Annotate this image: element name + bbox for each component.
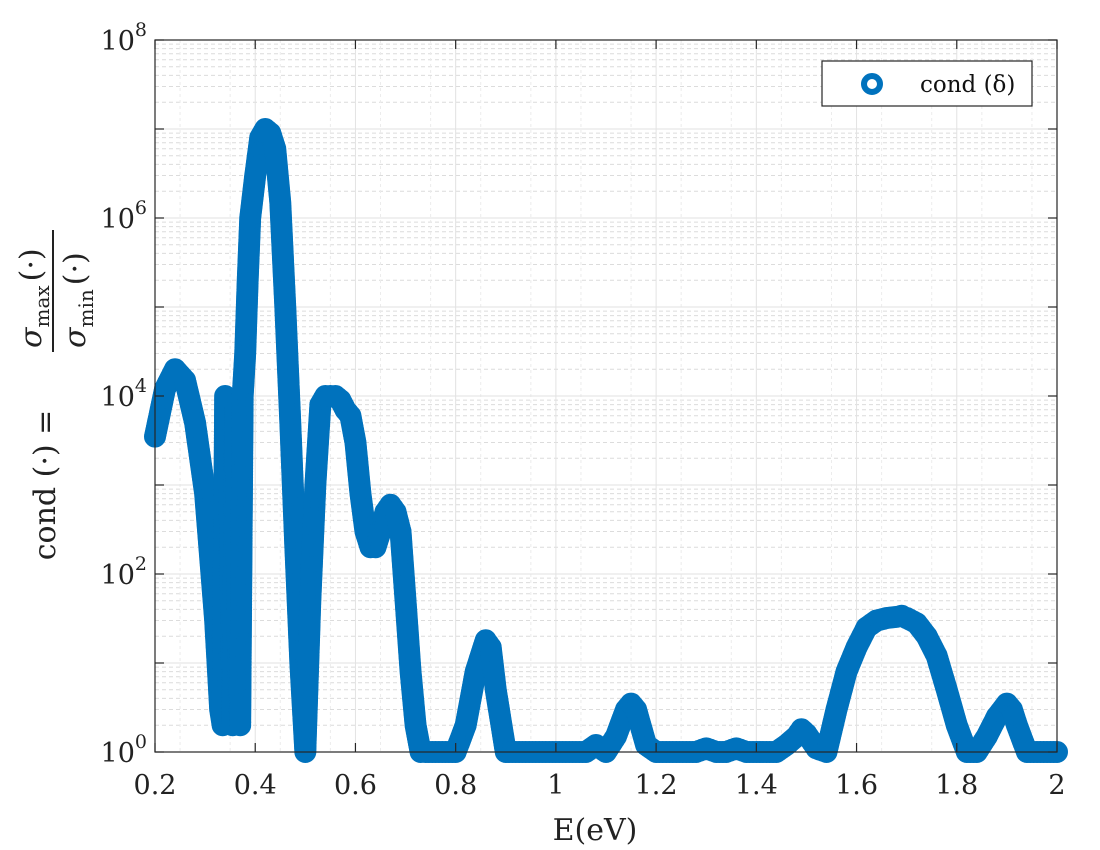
x-tick-label: 0.6 bbox=[334, 770, 377, 801]
fraction-numerator: σmax(·) bbox=[14, 248, 54, 348]
y-axis-label-text: cond (·) = bbox=[28, 410, 63, 561]
x-tick-label: 1.4 bbox=[735, 770, 778, 801]
fraction-denominator: σmin(·) bbox=[58, 252, 98, 348]
y-tick-label: 100 bbox=[101, 731, 147, 769]
x-tick-label: 1.8 bbox=[935, 770, 978, 801]
y-tick-label: 102 bbox=[101, 553, 147, 591]
x-axis-label: E(eV) bbox=[553, 813, 638, 848]
y-tick-label: 106 bbox=[101, 197, 147, 235]
legend-marker-icon bbox=[861, 73, 883, 95]
x-tick-label: 0.2 bbox=[134, 770, 177, 801]
y-tick-label: 108 bbox=[101, 19, 147, 57]
y-axis-label-fraction: σmax(·) σmin(·) bbox=[14, 230, 98, 352]
x-tick-label: 0.8 bbox=[434, 770, 477, 801]
axis-ticks bbox=[154, 39, 1058, 753]
y-axis-label: cond (·) = σmax(·) σmin(·) bbox=[14, 230, 98, 560]
x-tick-label: 0.4 bbox=[234, 770, 277, 801]
plot-series bbox=[144, 118, 1068, 763]
y-tick-labels: 100 102 104 106 108 bbox=[101, 19, 147, 769]
x-tick-label: 1.6 bbox=[835, 770, 878, 801]
x-tick-label: 2 bbox=[1048, 770, 1065, 801]
x-tick-labels: 0.2 0.4 0.6 0.8 1 1.2 1.4 1.6 1.8 2 bbox=[134, 770, 1066, 801]
legend: cond (δ) bbox=[821, 60, 1033, 107]
x-tick-label: 1.2 bbox=[635, 770, 678, 801]
y-tick-label: 104 bbox=[101, 375, 147, 413]
legend-box bbox=[821, 60, 1033, 107]
legend-entry-label: cond (δ) bbox=[920, 72, 1015, 98]
x-tick-label: 1 bbox=[547, 770, 564, 801]
